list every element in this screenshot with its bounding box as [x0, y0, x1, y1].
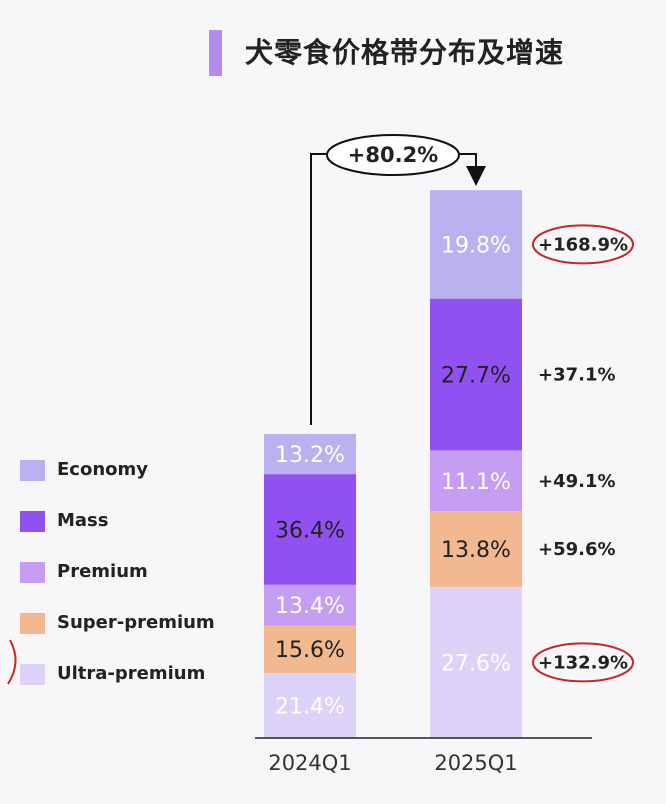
- data-label-mass-2025q1: 27.7%: [441, 364, 511, 389]
- data-label-super-premium-2024q1: 15.6%: [275, 638, 345, 663]
- legend-label-premium: Premium: [57, 561, 148, 582]
- legend-label-ultra-premium: Ultra-premium: [57, 663, 206, 684]
- legend-label-mass: Mass: [57, 510, 109, 531]
- highlight-mark-edge: [7, 639, 17, 685]
- growth-label-ultra-premium: +132.9%: [538, 652, 628, 673]
- data-label-super-premium-2025q1: 13.8%: [441, 538, 511, 563]
- highlight-circle-economy: [532, 224, 634, 265]
- legend-swatch-mass: [20, 511, 45, 532]
- bar-economy-2024q1: [264, 434, 356, 475]
- data-label-economy-2025q1: 19.8%: [441, 233, 511, 258]
- legend-item-economy: Economy: [20, 458, 250, 482]
- data-label-premium-2024q1: 13.4%: [275, 594, 345, 619]
- data-label-mass-2024q1: 36.4%: [275, 518, 345, 543]
- legend-swatch-economy: [20, 460, 45, 481]
- data-label-premium-2025q1: 11.1%: [441, 470, 511, 495]
- chart-title: 犬零食价格带分布及增速: [245, 36, 565, 69]
- growth-label-super-premium: +59.6%: [538, 539, 616, 560]
- data-label-ultra-premium-2024q1: 21.4%: [275, 694, 345, 719]
- legend-item-premium: Premium: [20, 560, 250, 584]
- total-growth-bracket-left: [310, 153, 330, 425]
- total-growth-label: +80.2%: [348, 143, 438, 167]
- x-tick-label-2025q1: 2025Q1: [434, 751, 517, 775]
- data-label-ultra-premium-2025q1: 27.6%: [441, 651, 511, 676]
- title-accent-bar: [209, 30, 222, 76]
- data-label-economy-2024q1: 13.2%: [275, 443, 345, 468]
- bar-mass-2025q1: [430, 298, 522, 451]
- bar-mass-2024q1: [264, 474, 356, 585]
- total-growth-callout: +80.2%: [310, 134, 486, 425]
- bar-economy-2025q1: [430, 190, 522, 299]
- legend-item-mass: Mass: [20, 509, 250, 533]
- legend-swatch-ultra-premium: [20, 664, 45, 685]
- legend-label-economy: Economy: [57, 459, 149, 480]
- bar-super-premium-2025q1: [430, 511, 522, 587]
- growth-label-premium: +49.1%: [538, 471, 616, 492]
- highlight-circle-ultra-premium: [532, 642, 634, 683]
- growth-label-economy: +168.9%: [538, 234, 628, 255]
- legend-swatch-premium: [20, 562, 45, 583]
- legend-label-super-premium: Super-premium: [57, 612, 215, 633]
- bar-premium-2024q1: [264, 584, 356, 626]
- bar-ultra-premium-2024q1: [264, 672, 356, 738]
- bar-super-premium-2024q1: [264, 625, 356, 673]
- total-growth-arrow: [459, 153, 486, 186]
- x-tick-labels: 2024Q1 2025Q1: [268, 751, 517, 775]
- bar-ultra-premium-2025q1: [430, 586, 522, 738]
- legend-item-ultra-premium: Ultra-premium: [20, 662, 250, 686]
- growth-labels: +132.9% +59.6% +49.1% +37.1% +168.9%: [532, 224, 634, 683]
- legend-item-super-premium: Super-premium: [20, 611, 250, 635]
- growth-label-mass: +37.1%: [538, 365, 616, 386]
- legend-swatch-super-premium: [20, 613, 45, 634]
- bars-group: 21.4% 15.6% 13.4% 36.4% 13.2% 27.6% 13.8% 11.1%…: [264, 190, 522, 738]
- bar-premium-2025q1: [430, 450, 522, 512]
- x-tick-label-2024q1: 2024Q1: [268, 751, 351, 775]
